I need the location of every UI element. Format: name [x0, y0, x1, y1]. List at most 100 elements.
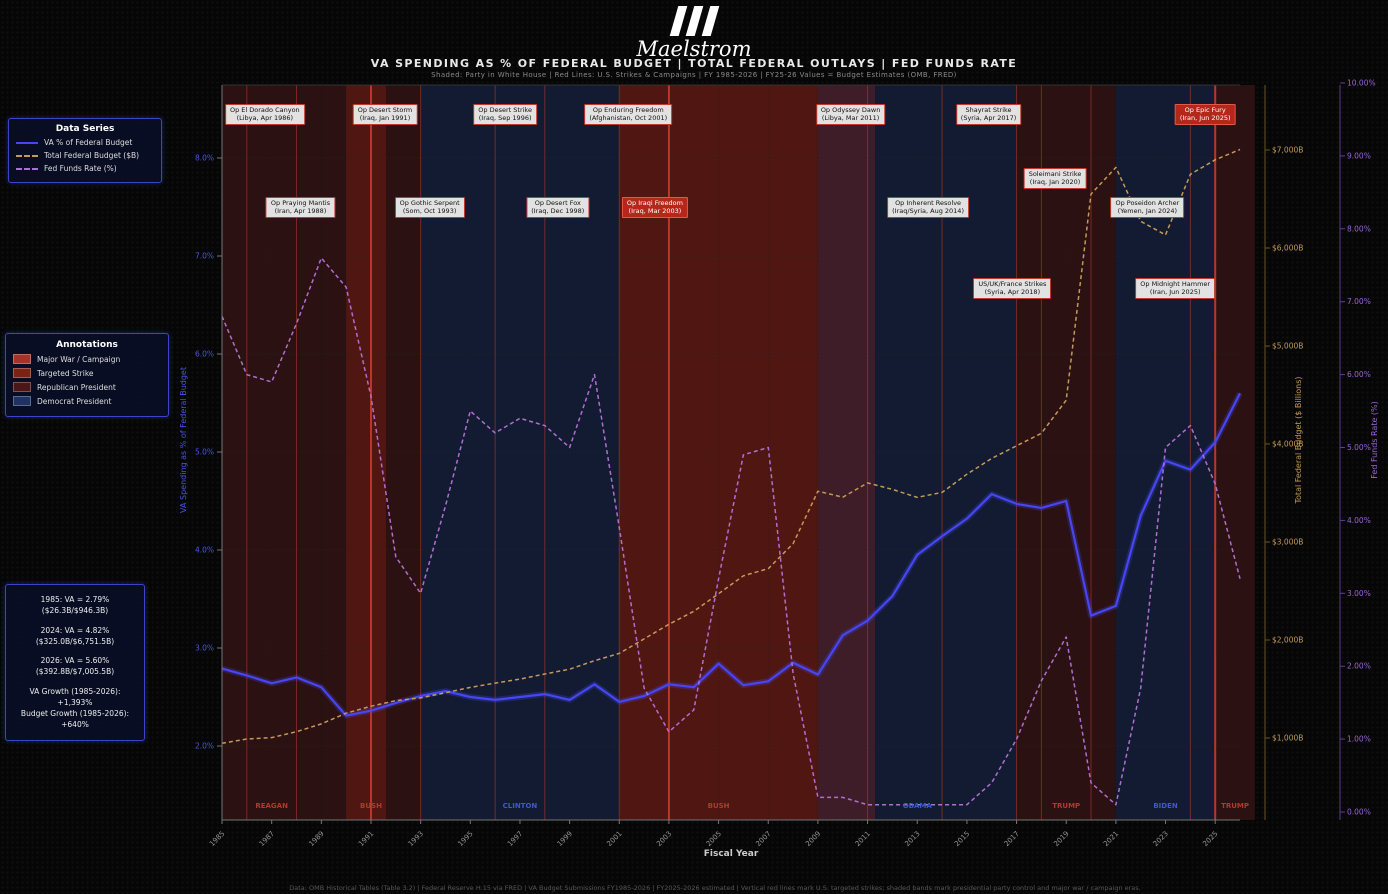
legend-item-republican: Republican President [13, 382, 161, 392]
stat-line: Budget Growth (1985-2026): [20, 709, 130, 718]
fed-line-sample-icon [16, 167, 38, 170]
democrat-swatch-icon [13, 396, 31, 406]
annotation-box: Soleimani Strike (Iraq, Jan 2020) [1023, 168, 1087, 189]
budget-tick-label: $7,000B [1272, 146, 1303, 155]
annotation-box: Op Epic Fury (Iran, Jun 2025) [1174, 104, 1236, 125]
war-band [619, 85, 876, 820]
legend-item-fed: Fed Funds Rate (%) [16, 164, 154, 173]
annotation-title: Op Poseidon Archer [1115, 199, 1180, 207]
annotation-detail: (Iran, Apr 1988) [274, 207, 327, 216]
fed-tick-label: 9.00% [1347, 151, 1371, 160]
budget-tick-label: $1,000B [1272, 734, 1303, 743]
chart-subtitle: Shaded: Party in White House | Red Lines… [431, 71, 957, 79]
president-label: BUSH [708, 802, 730, 810]
annotation-title: Op Odyssey Dawn [820, 106, 881, 114]
stat-line: 1985: VA = 2.79% [40, 595, 110, 604]
source-caption: Data: OMB Historical Tables (Table 3.2) … [289, 884, 1141, 892]
x-tick-label: 2015 [953, 830, 971, 848]
annotation-detail: (Som, Oct 1993) [402, 207, 457, 216]
stat-line: +1,393% [57, 697, 93, 707]
left-axis-title: VA Spending as % of Federal Budget [179, 367, 188, 513]
x-axis-title: Fiscal Year [704, 849, 759, 859]
x-tick-label: 1995 [456, 830, 474, 848]
annotation-detail: (Iraq/Syria, Aug 2014) [892, 207, 964, 216]
x-tick-label: 2019 [1052, 830, 1070, 848]
x-tick-label: 2017 [1003, 830, 1021, 848]
brand-name: Maelstrom [636, 37, 752, 61]
president-label: REAGAN [255, 802, 288, 810]
left-tick-label: 3.0% [195, 644, 214, 653]
legend-item-label: Total Federal Budget ($B) [44, 151, 140, 160]
stat-line: ($325.0B/$6,751.5B) [35, 636, 115, 646]
legend-data-series: Data Series VA % of Federal Budget Total… [8, 118, 162, 183]
budget-axis-title: Total Federal Budget ($ Billions) [1294, 377, 1303, 505]
x-tick-label: 1989 [307, 830, 325, 848]
x-tick-label: 1993 [407, 830, 425, 848]
annotation-detail: (Iran, Jun 2025) [1179, 114, 1231, 123]
president-band [1215, 85, 1255, 820]
x-tick-label: 2023 [1152, 830, 1170, 848]
legend-item-label: Republican President [37, 382, 116, 392]
annotation-title: Op Desert Strike [478, 106, 532, 114]
annotation-detail: (Iraq, Mar 2003) [628, 207, 682, 216]
annotation-box: Op Desert Storm (Iraq, Jan 1991) [352, 104, 418, 125]
stat-line: 2024: VA = 4.82% [40, 625, 110, 635]
chart-title: VA SPENDING AS % OF FEDERAL BUDGET | TOT… [370, 57, 1018, 70]
x-tick-label: 1987 [258, 830, 276, 848]
fed-tick-label: 5.00% [1347, 443, 1371, 452]
legend-item-label: Targeted Strike [37, 368, 94, 378]
fed-tick-label: 4.00% [1347, 516, 1371, 525]
fed-tick-label: 2.00% [1347, 662, 1371, 671]
annotation-box: Shayrat Strike (Syria, Apr 2017) [955, 104, 1022, 125]
annotation-box: Op Iraqi Freedom (Iraq, Mar 2003) [621, 197, 688, 218]
annotation-title: Op Gothic Serpent [399, 199, 460, 207]
logo-slash-icon [669, 6, 687, 36]
annotation-detail: (Libya, Mar 2011) [821, 114, 880, 123]
annotation-detail: (Iraq, Jan 2020) [1029, 178, 1081, 187]
x-tick-label: 2001 [605, 830, 623, 848]
stat-line: VA Growth (1985-2026): [29, 686, 121, 696]
annotation-detail: (Afghanistan, Oct 2001) [589, 114, 668, 123]
x-tick-label: 2009 [804, 830, 822, 848]
annotation-title: Op Enduring Freedom [592, 106, 664, 114]
x-tick-label: 1991 [357, 830, 375, 848]
fed-tick-label: 1.00% [1347, 735, 1371, 744]
annotation-title: Shayrat Strike [965, 106, 1012, 114]
annotation-box: Op Desert Fox (Iraq, Dec 1998) [526, 197, 590, 218]
budget-series-line [221, 148, 1241, 745]
annotation-detail: (Syria, Apr 2017) [960, 114, 1017, 123]
legend-item-va: VA % of Federal Budget [16, 138, 154, 147]
left-tick-label: 4.0% [195, 546, 214, 555]
legend-item-strike: Targeted Strike [13, 368, 161, 378]
legend-item-label: Major War / Campaign [37, 354, 121, 364]
legend-item-democrat: Democrat President [13, 396, 161, 406]
x-tick-label: 2005 [705, 830, 723, 848]
president-label: OBAMA [903, 802, 933, 810]
annotation-box: Op Desert Strike (Iraq, Sep 1996) [473, 104, 537, 125]
x-tick-label: 1985 [208, 830, 226, 848]
va-series-line [221, 392, 1241, 717]
annotation-box: Op Enduring Freedom (Afghanistan, Oct 200… [584, 104, 673, 125]
va-line-sample-icon [16, 141, 38, 144]
budget-tick-label: $4,000B [1272, 440, 1303, 449]
budget-line-sample-icon [16, 154, 38, 157]
stat-line: 2026: VA = 5.60% [40, 656, 110, 665]
annotation-detail: (Syria, Apr 2018) [984, 288, 1041, 297]
strike-swatch-icon [13, 368, 31, 378]
legend-title: Data Series [55, 124, 115, 134]
annotation-box: Op Odyssey Dawn (Libya, Mar 2011) [815, 104, 886, 125]
president-label: TRUMP [1052, 802, 1080, 810]
annotation-detail: (Libya, Apr 1986) [236, 114, 294, 123]
legend-item-label: Democrat President [37, 396, 112, 406]
republican-swatch-icon [13, 382, 31, 392]
fed-series-line [221, 257, 1241, 806]
left-tick-label: 2.0% [195, 742, 214, 751]
left-tick-label: 6.0% [195, 350, 214, 359]
annotation-detail: (Iraq, Dec 1998) [531, 207, 585, 216]
annotation-detail: (Iran, Jun 2025) [1149, 288, 1201, 297]
annotation-detail: (Iraq, Sep 1996) [478, 114, 532, 123]
budget-tick-label: $2,000B [1272, 636, 1303, 645]
annotation-box: Op Gothic Serpent (Som, Oct 1993) [394, 197, 465, 218]
x-tick-label: 2021 [1102, 830, 1120, 848]
